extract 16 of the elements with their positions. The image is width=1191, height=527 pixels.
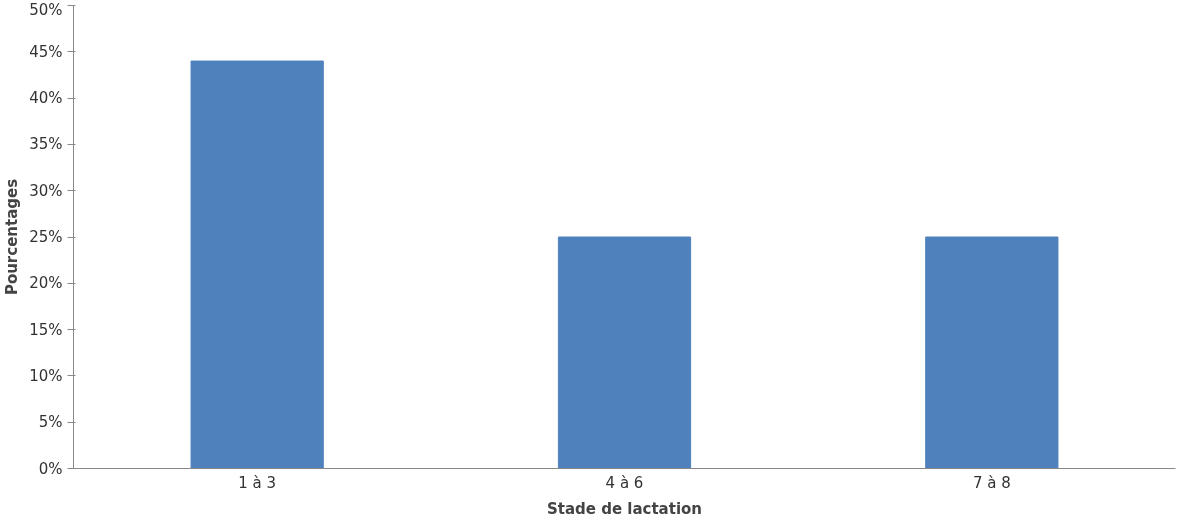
y-tick-label: 5% [38,413,63,432]
y-tick-label: 40% [29,89,63,108]
y-tick-label: 10% [29,366,63,385]
x-axis-title: Stade de lactation [546,499,703,518]
y-tick-label: 20% [29,274,63,293]
y-axis-title: Pourcentages [3,178,22,296]
y-tick-label: 0% [38,459,63,478]
x-tick-label: 1 à 3 [238,473,277,492]
y-tick-label: 15% [29,320,63,339]
x-tick-label: 7 à 8 [972,473,1011,492]
y-tick-label: 50% [29,0,63,19]
y-tick-label: 30% [29,181,63,200]
y-tick-label: 25% [29,228,63,246]
y-tick-label: 35% [29,135,63,154]
y-tick-label: 45% [29,42,63,61]
x-tick-label: 4 à 6 [605,473,644,492]
